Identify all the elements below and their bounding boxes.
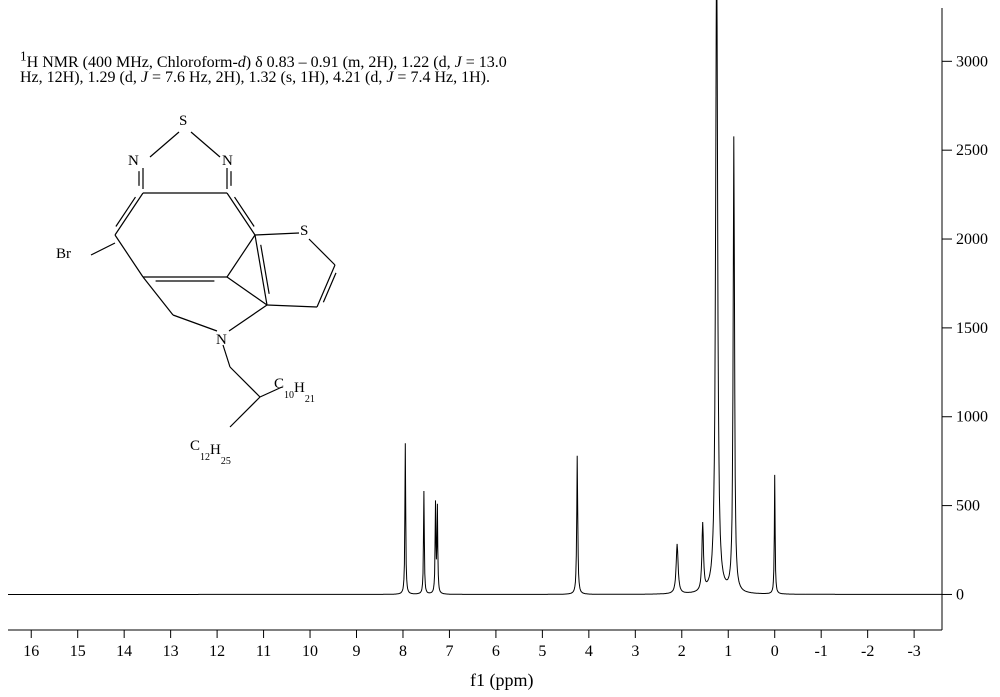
svg-text:Br: Br [56,246,71,262]
svg-text:C10H21: C10H21 [274,376,315,405]
svg-text:-3: -3 [907,643,920,660]
svg-text:11: 11 [256,643,271,660]
svg-text:16: 16 [23,643,39,660]
x-axis-label: f1 (ppm) [470,670,533,691]
svg-text:6: 6 [492,643,500,660]
svg-text:8: 8 [399,643,407,660]
svg-text:S: S [300,223,308,239]
svg-text:0: 0 [956,586,964,603]
svg-text:S: S [179,115,187,129]
svg-text:3: 3 [631,643,639,660]
svg-text:N: N [216,332,227,348]
svg-text:N: N [222,153,233,169]
svg-text:2000: 2000 [956,231,988,248]
svg-text:7: 7 [445,643,453,660]
svg-text:9: 9 [353,643,361,660]
svg-text:4: 4 [585,643,593,660]
svg-text:0: 0 [771,643,779,660]
svg-text:1000: 1000 [956,409,988,426]
svg-text:C12H25: C12H25 [190,438,231,467]
svg-text:-1: -1 [815,643,828,660]
svg-text:1: 1 [724,643,732,660]
svg-text:12: 12 [209,643,225,660]
svg-text:14: 14 [116,643,132,660]
svg-text:3000: 3000 [956,53,988,70]
svg-text:500: 500 [956,498,980,515]
svg-text:-2: -2 [861,643,874,660]
svg-text:5: 5 [538,643,546,660]
molecule-structure: S N N Br S N C10H21 C12H25 [55,115,415,475]
svg-text:2: 2 [678,643,686,660]
svg-text:N: N [128,153,139,169]
svg-text:1500: 1500 [956,320,988,337]
svg-text:15: 15 [70,643,86,660]
svg-text:2500: 2500 [956,142,988,159]
svg-text:10: 10 [302,643,318,660]
svg-text:13: 13 [163,643,179,660]
